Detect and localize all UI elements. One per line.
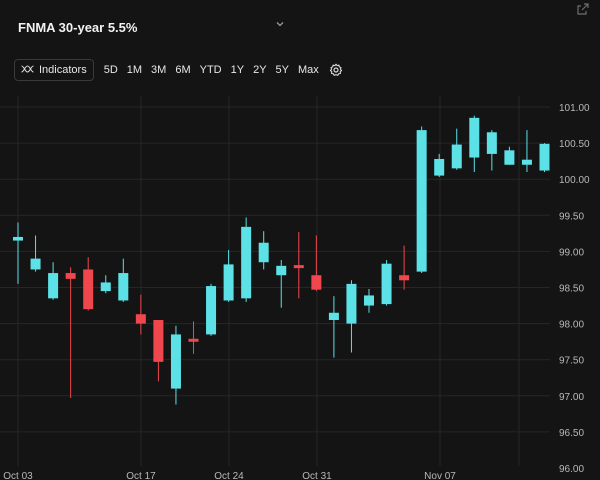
candle-body (135, 314, 146, 324)
range-max[interactable]: Max (298, 64, 319, 76)
indicators-button[interactable]: Indicators (14, 59, 94, 81)
candle-body (451, 144, 462, 169)
instrument-selector[interactable]: FNMA 30-year 5.5% (18, 20, 298, 38)
range-1y[interactable]: 1Y (230, 64, 245, 76)
candle-body (65, 273, 76, 279)
range-3m[interactable]: 3M (151, 64, 167, 76)
candle-body (521, 159, 532, 165)
y-tick-label: 98.00 (559, 320, 584, 331)
range-6m[interactable]: 6M (175, 64, 191, 76)
candle-body (346, 283, 357, 324)
candle-body (276, 265, 287, 276)
indicators-icon (21, 64, 34, 77)
candle-body (83, 269, 94, 310)
y-tick-label: 97.00 (559, 392, 584, 403)
y-tick-label: 100.00 (559, 175, 590, 186)
candle-body (469, 117, 480, 158)
y-tick-label: 99.50 (559, 211, 584, 222)
range-ytd[interactable]: YTD (199, 64, 222, 76)
y-tick-label: 97.50 (559, 356, 584, 367)
candle-body (258, 242, 269, 263)
y-tick-label: 99.00 (559, 247, 584, 258)
candle-body (100, 282, 111, 292)
candle-body (364, 295, 374, 306)
popout-icon[interactable] (576, 2, 592, 18)
y-tick-label: 98.50 (559, 284, 584, 295)
candle-body (504, 150, 515, 165)
candle-body (434, 158, 445, 176)
range-2y[interactable]: 2Y (253, 64, 267, 76)
candle-body (293, 265, 304, 269)
toolbar: Indicators 5D 1M 3M 6M YTD 1Y 2Y 5Y Max (14, 59, 343, 81)
candle-body (486, 132, 497, 154)
candle-body (328, 312, 339, 320)
x-tick-label: Oct 24 (214, 471, 244, 480)
candle-body (416, 130, 427, 272)
candle-body (118, 273, 129, 301)
candle-body (48, 273, 59, 299)
candle-body (381, 263, 392, 305)
candle-body (399, 275, 410, 281)
y-tick-label: 96.00 (559, 464, 584, 475)
x-tick-label: Oct 03 (3, 471, 33, 480)
range-5y[interactable]: 5Y (275, 64, 290, 76)
candle-body (539, 143, 550, 171)
gear-icon[interactable] (329, 63, 343, 77)
x-tick-label: Nov 07 (424, 471, 456, 480)
range-1m[interactable]: 1M (126, 64, 143, 76)
y-tick-label: 101.00 (559, 103, 590, 114)
candle-body (206, 286, 217, 335)
x-tick-label: Oct 31 (302, 471, 332, 480)
candle-body (13, 236, 23, 241)
candle-body (241, 226, 252, 299)
page-title: FNMA 30-year 5.5% (18, 20, 138, 35)
x-tick-label: Oct 17 (126, 471, 156, 480)
candle-body (30, 258, 41, 270)
candle-body (223, 264, 234, 301)
candle-body (153, 319, 164, 362)
y-tick-label: 96.50 (559, 428, 584, 439)
y-tick-label: 100.50 (559, 139, 590, 150)
chevron-down-icon[interactable] (274, 18, 288, 32)
candle-body (188, 338, 199, 342)
range-5d[interactable]: 5D (103, 64, 118, 76)
candle-body (311, 275, 322, 290)
indicators-label: Indicators (39, 64, 87, 76)
candle-body (170, 334, 181, 389)
